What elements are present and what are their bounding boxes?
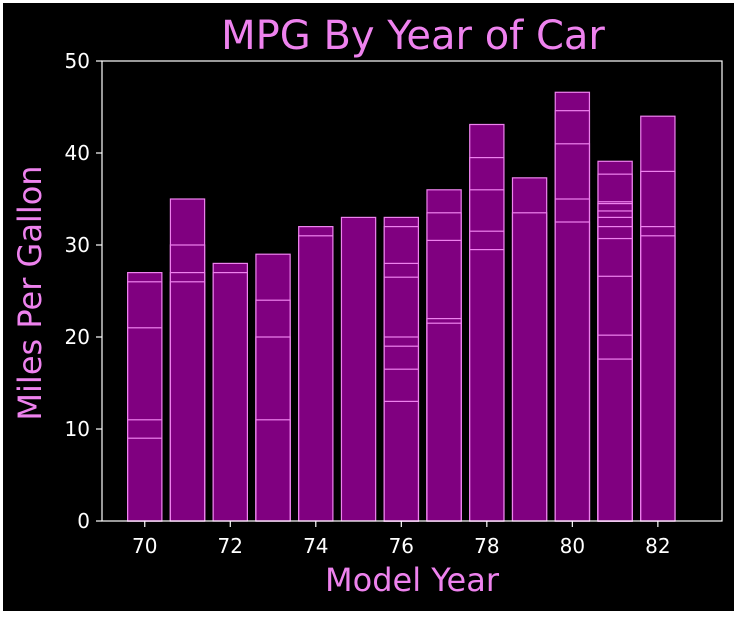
x-axis-label: Model Year <box>325 561 500 599</box>
bar-77-4 <box>426 322 462 522</box>
bar-81-10 <box>597 358 633 522</box>
axes-frame <box>101 60 723 522</box>
chart-canvas: 70 72 74 76 78 80 82 0 10 20 30 40 50 MPG By Year o… <box>11 13 723 599</box>
bar-80-4 <box>554 221 591 522</box>
bar-70-4 <box>127 437 163 522</box>
y-tick-label-0: 0 <box>77 509 90 533</box>
bar-76-7 <box>383 400 420 522</box>
bar-72-1 <box>212 272 248 522</box>
bar-82-3 <box>640 235 676 522</box>
bar-73-3 <box>255 419 291 522</box>
y-ticks: 0 10 20 30 40 50 <box>65 49 102 533</box>
y-tick-label-10: 10 <box>65 417 90 441</box>
bar-79-1 <box>511 212 548 522</box>
x-ticks: 70 72 74 76 78 80 82 <box>132 521 671 558</box>
bar-74-1 <box>298 235 334 522</box>
y-tick-label-40: 40 <box>65 141 90 165</box>
x-tick-label-76: 76 <box>389 534 414 558</box>
y-axis-label: Miles Per Gallon <box>11 165 49 420</box>
x-tick-label-74: 74 <box>303 534 328 558</box>
x-tick-label-72: 72 <box>218 534 243 558</box>
y-tick-label-20: 20 <box>65 325 90 349</box>
x-tick-label-70: 70 <box>132 534 157 558</box>
x-tick-label-80: 80 <box>560 534 585 558</box>
bar-75-0 <box>340 216 377 522</box>
bar-71-3 <box>169 281 206 522</box>
y-tick-label-50: 50 <box>65 49 90 73</box>
x-tick-label-78: 78 <box>474 534 499 558</box>
chart-title: MPG By Year of Car <box>221 13 605 59</box>
bar-78-4 <box>469 249 505 522</box>
x-tick-label-82: 82 <box>645 534 670 558</box>
y-tick-label-30: 30 <box>65 233 90 257</box>
chart-figure: 70 72 74 76 78 80 82 0 10 20 30 40 50 MPG By Year o… <box>3 3 734 611</box>
bars-layer <box>127 91 676 522</box>
